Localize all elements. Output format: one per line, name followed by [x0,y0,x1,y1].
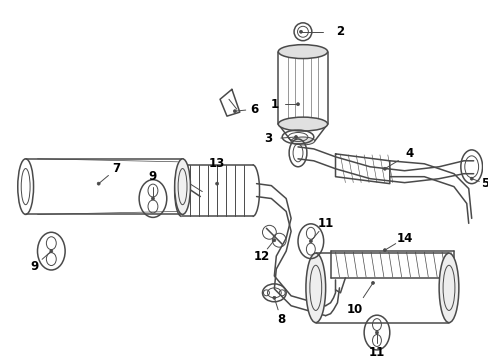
Circle shape [97,182,100,185]
Circle shape [215,182,218,185]
Text: 7: 7 [112,162,120,175]
Text: 11: 11 [317,217,333,230]
Circle shape [272,296,275,299]
Text: 2: 2 [336,25,344,38]
Circle shape [309,240,312,243]
Text: 9: 9 [148,170,157,183]
Text: 13: 13 [208,157,225,170]
Text: 11: 11 [368,346,384,359]
Ellipse shape [278,117,327,131]
Text: 9: 9 [30,260,39,273]
Circle shape [294,135,297,139]
Text: 4: 4 [405,147,413,160]
Ellipse shape [438,253,458,323]
Circle shape [296,103,299,106]
Circle shape [151,197,154,200]
Circle shape [233,110,236,113]
Ellipse shape [305,253,325,323]
Circle shape [375,331,378,334]
Text: 10: 10 [346,303,363,316]
Ellipse shape [174,159,190,215]
Circle shape [50,249,53,253]
Text: 1: 1 [270,98,278,111]
Text: 8: 8 [277,313,285,326]
Text: 14: 14 [396,232,412,245]
Circle shape [383,249,386,252]
Ellipse shape [290,137,314,145]
Circle shape [299,30,302,33]
Ellipse shape [278,45,327,59]
Circle shape [469,177,472,180]
Circle shape [383,167,386,170]
Text: 5: 5 [480,177,488,190]
Text: 6: 6 [250,103,258,116]
Circle shape [371,282,374,284]
Text: 12: 12 [253,249,269,262]
Circle shape [272,239,275,242]
Text: 3: 3 [264,132,272,145]
